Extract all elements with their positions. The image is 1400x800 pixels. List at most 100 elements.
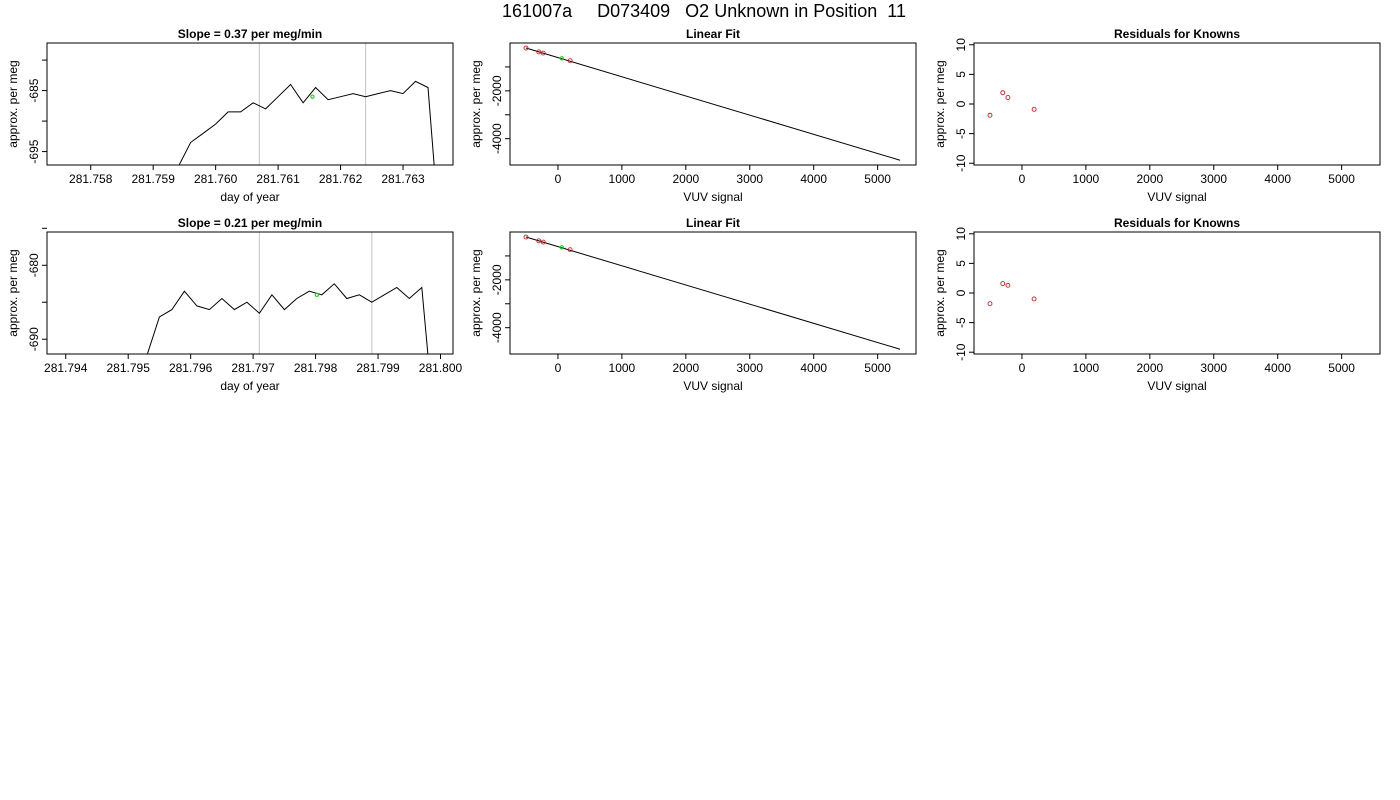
y-tick-label: -685: [27, 78, 41, 102]
x-tick-label: 3000: [1200, 172, 1227, 186]
x-tick-label: 4000: [800, 361, 827, 375]
panel-title: Slope = 0.21 per meg/min: [178, 216, 322, 230]
y-tick-label: 10: [954, 227, 968, 241]
figure-title: 161007a D073409 O2 Unknown in Position 1…: [502, 1, 906, 21]
known-point: [567, 247, 573, 253]
known-point: [987, 112, 993, 118]
x-axis-label: day of year: [220, 190, 279, 204]
x-tick-label: 4000: [800, 172, 827, 186]
x-tick-label: 3000: [736, 172, 763, 186]
y-tick-label: -10: [954, 343, 968, 361]
y-tick-label: -4000: [490, 123, 504, 154]
y-axis-label: approx. per meg: [6, 60, 20, 147]
chart-panel-2: Linear Fit 0 1000 2000 3000 4000 5000 -4000 -200…: [469, 27, 917, 204]
panel-title: Residuals for Knowns: [1114, 216, 1240, 230]
x-tick-label: 2000: [672, 361, 699, 375]
x-tick-label: 5000: [864, 361, 891, 375]
x-tick-label: 5000: [1328, 361, 1355, 375]
plot-frame: [46, 231, 454, 355]
y-tick-label: -5: [954, 128, 968, 139]
y-tick-label: 10: [954, 38, 968, 52]
y-tick-label: -695: [27, 139, 41, 163]
x-tick-label: 281.796: [169, 361, 213, 375]
y-tick-label: -10: [954, 154, 968, 172]
chart-panel-6: Residuals for Knowns 0 1000 2000 3000 4000 500…: [933, 216, 1381, 393]
known-point: [1031, 106, 1037, 112]
x-tick-label: 4000: [1264, 172, 1291, 186]
x-tick-label: 281.758: [69, 172, 113, 186]
x-tick-label: 5000: [864, 172, 891, 186]
plot-area: [178, 43, 435, 165]
panel-title: Residuals for Knowns: [1114, 27, 1240, 41]
panel-title: Linear Fit: [686, 27, 740, 41]
series-line: [178, 80, 435, 165]
known-point: [536, 49, 542, 55]
y-tick-label: 5: [954, 71, 968, 78]
unknown-point: [559, 245, 564, 250]
x-tick-label: 0: [555, 361, 562, 375]
plot-area: [523, 45, 901, 161]
known-point: [540, 239, 546, 245]
x-tick-label: 281.799: [356, 361, 400, 375]
known-point: [567, 58, 573, 64]
series-line: [146, 283, 429, 354]
plot-area: [523, 234, 901, 350]
x-tick-label: 281.761: [256, 172, 300, 186]
y-axis-label: approx. per meg: [469, 249, 483, 336]
x-tick-label: 2000: [1136, 361, 1163, 375]
x-tick-label: 0: [1019, 361, 1026, 375]
y-axis-label: approx. per meg: [933, 249, 947, 336]
x-tick-label: 2000: [672, 172, 699, 186]
plot-frame: [973, 231, 1381, 355]
plot-frame: [509, 231, 917, 355]
y-tick-label: 0: [954, 100, 968, 107]
unknown-point: [314, 292, 319, 297]
known-point: [523, 234, 529, 240]
known-point: [1000, 281, 1006, 286]
x-axis-label: VUV signal: [683, 190, 742, 204]
known-point: [1005, 282, 1011, 288]
chart-panel-3: Residuals for Knowns 0 1000 2000 3000 4000 500…: [933, 27, 1381, 204]
x-tick-label: 281.763: [381, 172, 425, 186]
y-tick-label: -680: [27, 253, 41, 277]
x-tick-label: 0: [555, 172, 562, 186]
known-point: [1031, 296, 1037, 302]
x-tick-label: 1000: [1073, 361, 1100, 375]
x-axis-label: VUV signal: [1147, 379, 1206, 393]
plot-frame: [973, 42, 1381, 166]
x-axis-label: VUV signal: [683, 379, 742, 393]
known-point: [536, 238, 542, 244]
x-tick-label: 1000: [1073, 172, 1100, 186]
y-axis-label: approx. per meg: [469, 60, 483, 147]
x-tick-label: 3000: [1200, 361, 1227, 375]
x-tick-label: 4000: [1264, 361, 1291, 375]
x-tick-label: 2000: [1136, 172, 1163, 186]
chart-panel-1: Slope = 0.37 per meg/min 281.758 281.759 28…: [6, 27, 454, 204]
fit-line: [525, 236, 901, 350]
x-tick-label: 281.795: [107, 361, 151, 375]
x-tick-label: 281.797: [231, 361, 275, 375]
y-tick-label: -2000: [490, 75, 504, 106]
chart-panel-5: Linear Fit 0 1000 2000 3000 4000 5000 -4000 -200…: [469, 216, 917, 393]
unknown-point: [559, 56, 564, 61]
x-tick-label: 281.794: [44, 361, 88, 375]
chart-panel-4: Slope = 0.21 per meg/min 281.794 281.795 28…: [6, 216, 463, 393]
x-tick-label: 281.760: [194, 172, 238, 186]
x-axis-label: VUV signal: [1147, 190, 1206, 204]
x-tick-label: 1000: [609, 172, 636, 186]
fit-line: [525, 47, 901, 161]
known-point: [1005, 95, 1011, 100]
y-tick-label: -690: [27, 327, 41, 351]
plot-area: [987, 90, 1037, 118]
y-tick-label: -5: [954, 317, 968, 328]
y-tick-label: -2000: [490, 264, 504, 295]
plot-frame: [46, 42, 454, 166]
y-axis-label: approx. per meg: [6, 249, 20, 336]
unknown-point: [310, 94, 315, 99]
x-tick-label: 281.762: [319, 172, 363, 186]
panel-title: Slope = 0.37 per meg/min: [178, 27, 322, 41]
x-tick-label: 1000: [609, 361, 636, 375]
x-tick-label: 3000: [736, 361, 763, 375]
x-tick-label: 5000: [1328, 172, 1355, 186]
